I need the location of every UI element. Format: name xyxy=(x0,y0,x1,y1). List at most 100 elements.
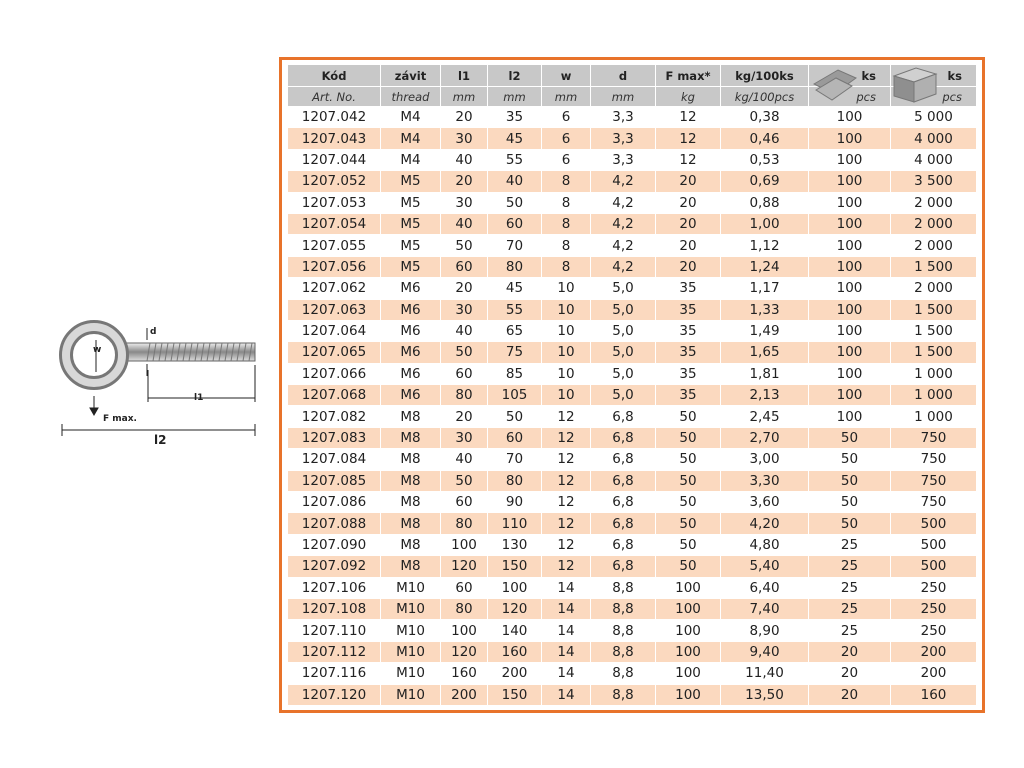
cell: 25 xyxy=(808,619,891,642)
cell: 60 xyxy=(440,576,488,599)
cell: 14 xyxy=(541,597,591,621)
cell: 12 xyxy=(655,105,721,129)
cell: M8 xyxy=(380,469,441,493)
table-frame xyxy=(279,57,985,713)
cell: 0,46 xyxy=(720,127,809,150)
cell: 20 xyxy=(808,662,891,685)
cell: 8 xyxy=(541,234,591,257)
cell: 8,90 xyxy=(720,619,809,642)
label-d: d xyxy=(150,327,156,337)
cell: 12 xyxy=(541,426,591,450)
cell: 12 xyxy=(655,127,721,150)
data-row: 1207.056 M5 60 80 8 4,2 20 1,24 100 1 500 xyxy=(287,255,977,279)
cell: 200 xyxy=(890,640,977,664)
cell: 20 xyxy=(808,640,891,664)
cell: 1207.044 xyxy=(287,148,381,172)
cell: 1,17 xyxy=(720,277,809,300)
data-row: 1207.066 M6 60 85 10 5,0 35 1,81 100 1 000 xyxy=(287,362,977,386)
data-row: 1207.106 M10 60 100 14 8,8 100 6,40 25 250 xyxy=(287,576,977,599)
cell: 50 xyxy=(808,512,891,535)
cell: 11,40 xyxy=(720,662,809,685)
cell: M10 xyxy=(380,640,441,664)
cell: 55 xyxy=(487,298,542,321)
cell: 60 xyxy=(487,212,542,236)
cell: 20 xyxy=(655,255,721,279)
cell: 7,40 xyxy=(720,597,809,621)
cell: M10 xyxy=(380,597,441,621)
cell: 150 xyxy=(487,555,542,578)
cell: 1207.090 xyxy=(287,533,381,557)
cell: 1,81 xyxy=(720,362,809,386)
cell: M6 xyxy=(380,319,441,343)
cell: 1,65 xyxy=(720,341,809,364)
cell: 1 000 xyxy=(890,362,977,386)
cell: 3,3 xyxy=(590,148,656,172)
cell: 4,2 xyxy=(590,255,656,279)
cell: 10 xyxy=(541,384,591,407)
cell: 1207.120 xyxy=(287,683,381,706)
cell: 100 xyxy=(808,298,891,321)
cell: 12 xyxy=(541,555,591,578)
data-row: 1207.116 M10 160 200 14 8,8 100 11,40 20 200 xyxy=(287,662,977,685)
header-icons xyxy=(812,67,938,103)
data-row: 1207.108 M10 80 120 14 8,8 100 7,40 25 250 xyxy=(287,597,977,621)
cell: 100 xyxy=(808,127,891,150)
header-cell: F max* xyxy=(655,64,721,87)
data-row: 1207.053 M5 30 50 8 4,2 20 0,88 100 2 000 xyxy=(287,191,977,214)
cell: 1,00 xyxy=(720,212,809,236)
cell: 25 xyxy=(808,555,891,578)
cell: 1207.055 xyxy=(287,234,381,257)
cell: 0,53 xyxy=(720,148,809,172)
cell: 3,3 xyxy=(590,127,656,150)
cell: 40 xyxy=(440,212,488,236)
cell: M6 xyxy=(380,341,441,364)
data-row: 1207.082 M8 20 50 12 6,8 50 2,45 100 1 000 xyxy=(287,405,977,428)
cell: 9,40 xyxy=(720,640,809,664)
cell: 6,8 xyxy=(590,426,656,450)
cell: M10 xyxy=(380,662,441,685)
cell: 100 xyxy=(655,619,721,642)
cell: 4,2 xyxy=(590,234,656,257)
cell: 100 xyxy=(655,597,721,621)
cell: 50 xyxy=(808,491,891,514)
cell: 100 xyxy=(808,212,891,236)
data-row: 1207.055 M5 50 70 8 4,2 20 1,12 100 2 000 xyxy=(287,234,977,257)
data-row: 1207.052 M5 20 40 8 4,2 20 0,69 100 3 500 xyxy=(287,170,977,193)
cell: 60 xyxy=(440,255,488,279)
cell: 1207.112 xyxy=(287,640,381,664)
cell: 4,2 xyxy=(590,212,656,236)
cell: 50 xyxy=(655,469,721,493)
cell: 50 xyxy=(487,191,542,214)
cell: 85 xyxy=(487,362,542,386)
cell: 3,30 xyxy=(720,469,809,493)
header-cell: kg/100pcs xyxy=(720,86,809,107)
cell: 3,00 xyxy=(720,448,809,471)
data-row: 1207.110 M10 100 140 14 8,8 100 8,90 25 250 xyxy=(287,619,977,642)
cell: M6 xyxy=(380,384,441,407)
data-row: 1207.084 M8 40 70 12 6,8 50 3,00 50 750 xyxy=(287,448,977,471)
cell: 250 xyxy=(890,576,977,599)
cell: 200 xyxy=(440,683,488,706)
cell: 70 xyxy=(487,234,542,257)
header-cell: Art. No. xyxy=(287,86,381,107)
cell: 12 xyxy=(655,148,721,172)
cell: 12 xyxy=(541,405,591,428)
cell: 14 xyxy=(541,640,591,664)
cell: 8 xyxy=(541,191,591,214)
cell: 4,2 xyxy=(590,170,656,193)
cell: 1207.054 xyxy=(287,212,381,236)
cell: 80 xyxy=(440,512,488,535)
header-cell: d xyxy=(590,64,656,87)
cell: 35 xyxy=(655,362,721,386)
cell: M5 xyxy=(380,191,441,214)
cell: M10 xyxy=(380,619,441,642)
cell: 8,8 xyxy=(590,619,656,642)
cell: 50 xyxy=(440,234,488,257)
cell: 80 xyxy=(440,384,488,407)
cell: 12 xyxy=(541,491,591,514)
cell: M10 xyxy=(380,683,441,706)
cell: 1207.086 xyxy=(287,491,381,514)
cell: M8 xyxy=(380,533,441,557)
cell: 3 500 xyxy=(890,170,977,193)
